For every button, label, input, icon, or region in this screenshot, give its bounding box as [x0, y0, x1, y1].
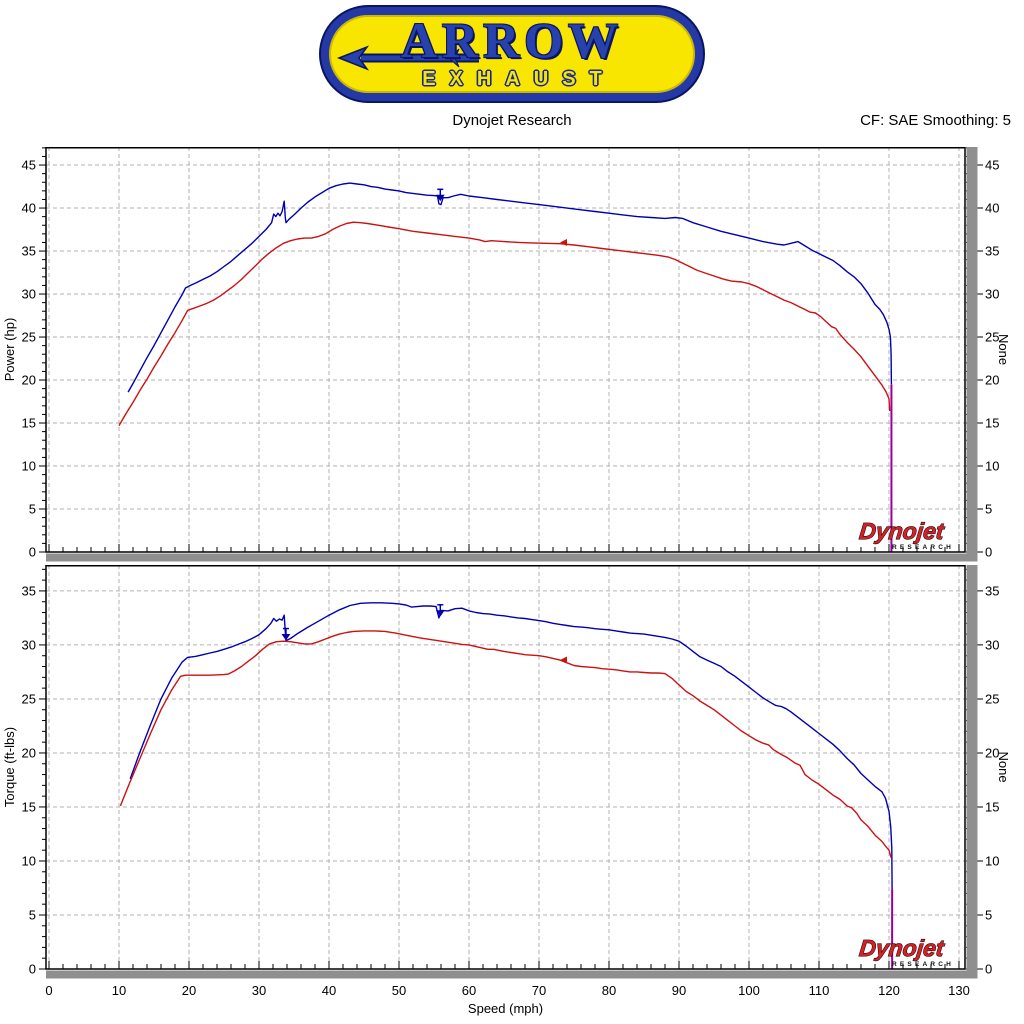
- y-tick-label-left: 15: [22, 799, 36, 814]
- x-tick-label: 40: [322, 983, 336, 998]
- y-tick-label-left: 45: [22, 158, 36, 173]
- left-arrow-icon: [337, 45, 479, 71]
- y-tick-label-right: 20: [985, 745, 999, 760]
- x-tick-label: 30: [252, 983, 266, 998]
- y-tick-label-right: 25: [985, 330, 999, 345]
- y-tick-label-right: 15: [985, 416, 999, 431]
- y-tick-label-left: 5: [29, 502, 36, 517]
- marker-head: [435, 610, 445, 617]
- y-tick-label-left: 30: [22, 637, 36, 652]
- red-run-curve: [118, 221, 891, 426]
- y-tick-label-right: 10: [985, 853, 999, 868]
- y-tick-label-right: 20: [985, 373, 999, 388]
- y-tick-label-right: 10: [985, 459, 999, 474]
- gridlines: [46, 147, 965, 552]
- power-chart: 0 0 5 5 10 10 15 15 20 20 25 25 30 30 35 35 40 40 45 45 Powe…: [0, 147, 1024, 566]
- x-tick-label: 20: [182, 983, 196, 998]
- dynojet-logo-text: Dynojet: [858, 935, 946, 961]
- y-tick-label-left: 15: [22, 416, 36, 431]
- blue-run-curve: [129, 602, 893, 890]
- cf-smoothing-label: CF: SAE Smoothing: 5: [860, 112, 1011, 129]
- x-tick-label: 120: [878, 983, 900, 998]
- cursor-left-marker: [559, 238, 567, 246]
- y-tick-label-right: 35: [985, 583, 999, 598]
- plot-border: [45, 565, 966, 970]
- y-tick-label-right: 40: [985, 201, 999, 216]
- y-axis-title: Power (hp): [2, 318, 17, 382]
- y-tick-label-left: 30: [22, 287, 36, 302]
- y-tick-label-left: 40: [22, 201, 36, 216]
- bottom-scroll-band[interactable]: [46, 970, 978, 979]
- right-scroll-band[interactable]: [966, 147, 978, 561]
- y-tick-label-left: 10: [22, 459, 36, 474]
- x-tick-label: 0: [45, 983, 52, 998]
- right-axis-title: None: [996, 334, 1011, 365]
- blue-run-curve: [127, 182, 893, 393]
- dynojet-logo-subtext: RESEARCH: [892, 544, 954, 551]
- y-tick-label-right: 5: [985, 502, 992, 517]
- plot-area: [46, 147, 965, 552]
- x-tick-label: 70: [532, 983, 546, 998]
- y-tick-label-left: 25: [22, 691, 36, 706]
- y-tick-label-left: 0: [29, 962, 36, 977]
- report-title: Dynojet Research: [452, 112, 572, 129]
- tick-labels: 0 0 5 5 10 10 15 15 20 20 25 25 30 30 35 35 40 40 45 45 Powe…: [2, 158, 1011, 560]
- y-tick-label-left: 35: [22, 583, 36, 598]
- x-tick-label: 90: [672, 983, 686, 998]
- x-tick-label: 50: [392, 983, 406, 998]
- right-axis-title: None: [996, 751, 1011, 782]
- x-tick-label: 110: [809, 983, 830, 998]
- x-tick-label: 10: [112, 983, 126, 998]
- y-tick-label-right: 15: [985, 799, 999, 814]
- plot-border: [45, 147, 966, 553]
- dynojet-logo-text: Dynojet: [858, 518, 946, 544]
- y-tick-label-left: 20: [22, 373, 36, 388]
- plot-area: [46, 565, 965, 969]
- y-tick-label-left: 10: [22, 853, 36, 868]
- x-tick-label: 100: [738, 983, 760, 998]
- y-axis-title: Torque (ft-lbs): [2, 727, 17, 807]
- cursor-down-marker: [435, 188, 445, 202]
- y-tick-label-left: 20: [22, 745, 36, 760]
- y-tick-label-left: 35: [22, 244, 36, 259]
- cursor-left-marker: [559, 656, 567, 664]
- y-tick-label-right: 25: [985, 691, 999, 706]
- gridlines: [46, 565, 965, 969]
- cursor-down-marker: [435, 604, 445, 617]
- x-tick-label: 130: [948, 983, 970, 998]
- y-tick-label-left: 25: [22, 330, 36, 345]
- y-tick-label-left: 5: [29, 907, 36, 922]
- y-tick-label-right: 30: [985, 637, 999, 652]
- y-tick-label-right: 0: [985, 962, 992, 977]
- x-tick-label: 60: [462, 983, 476, 998]
- y-tick-label-right: 5: [985, 907, 992, 922]
- y-tick-label-left: 0: [29, 545, 36, 560]
- x-axis-title: Speed (mph): [468, 1001, 543, 1016]
- right-scroll-band[interactable]: [966, 565, 978, 978]
- bottom-scroll-band[interactable]: [46, 553, 978, 562]
- red-run-curve: [119, 630, 892, 858]
- marker-head: [281, 634, 291, 641]
- arrow-exhaust-logo: ARROW EXHAUST: [321, 7, 703, 101]
- y-tick-label-right: 30: [985, 287, 999, 302]
- logo-sub-text: EXHAUST: [422, 68, 616, 90]
- y-tick-label-right: 35: [985, 244, 999, 259]
- y-tick-label-right: 45: [985, 158, 999, 173]
- y-tick-label-right: 0: [985, 545, 992, 560]
- torque-chart: 0 0 5 5 10 10 15 15 20 20 25 25 30 30 35 35 0 10 20 30 40 50 6…: [0, 565, 1024, 1024]
- cursor-down-marker: [281, 627, 291, 641]
- logo-brand-text: ARROW: [400, 12, 624, 68]
- x-tick-label: 80: [602, 983, 616, 998]
- power-chart-canvas: 0 0 5 5 10 10 15 15 20 20 25 25 30 30 35 35 40 40 45 45 Powe…: [2, 147, 1011, 562]
- dynojet-logo-subtext: RESEARCH: [892, 961, 954, 968]
